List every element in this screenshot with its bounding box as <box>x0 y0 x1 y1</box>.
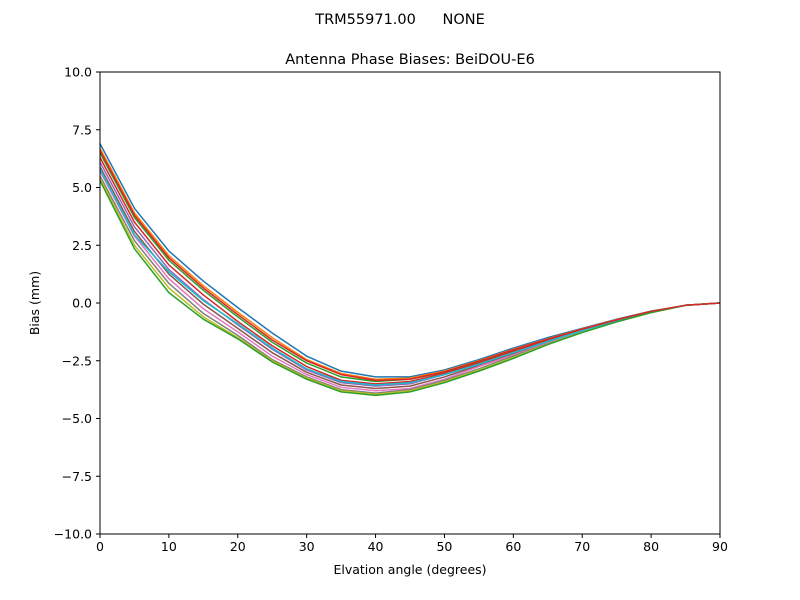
y-axis-label: Bias (mm) <box>27 271 42 335</box>
y-tick-label: 0.0 <box>72 296 92 311</box>
series-line-10 <box>99 168 721 386</box>
x-tick-label: 80 <box>643 539 659 554</box>
x-tick-label: 40 <box>368 539 384 554</box>
y-axis: 10.0 7.5 5.0 2.5 0.0 −2.5 −5.0 −7.5 −10.0 <box>54 65 100 542</box>
y-tick-label: −10.0 <box>54 527 92 542</box>
x-tick-label: 60 <box>505 539 521 554</box>
x-tick-label: 0 <box>96 539 104 554</box>
x-tick-label: 30 <box>299 539 315 554</box>
y-tick-label: 2.5 <box>72 238 92 253</box>
y-tick-label: 5.0 <box>72 180 92 195</box>
y-tick-label: −7.5 <box>62 469 92 484</box>
suptitle-radome: NONE <box>442 12 484 28</box>
chart-title: Antenna Phase Biases: BeiDOU-E6 <box>285 52 535 68</box>
x-tick-label: 20 <box>230 539 246 554</box>
x-tick-label: 10 <box>161 539 177 554</box>
x-tick-label: 90 <box>712 539 728 554</box>
y-tick-label: 7.5 <box>72 122 92 137</box>
x-tick-label: 70 <box>574 539 590 554</box>
x-tick-label: 50 <box>436 539 452 554</box>
suptitle-antenna: TRM55971.00 <box>314 12 416 28</box>
figure-suptitle: TRM55971.00 NONE <box>314 12 485 28</box>
x-axis-label: Elvation angle (degrees) <box>333 562 486 577</box>
series-line-12 <box>99 150 721 382</box>
y-tick-label: −2.5 <box>62 353 92 368</box>
y-tick-label: 10.0 <box>64 65 92 80</box>
series-line-11 <box>99 180 721 397</box>
plot-lines <box>99 143 721 397</box>
y-tick-label: −5.0 <box>62 411 92 426</box>
x-axis: 0 10 20 30 40 50 60 70 80 90 <box>96 534 728 554</box>
